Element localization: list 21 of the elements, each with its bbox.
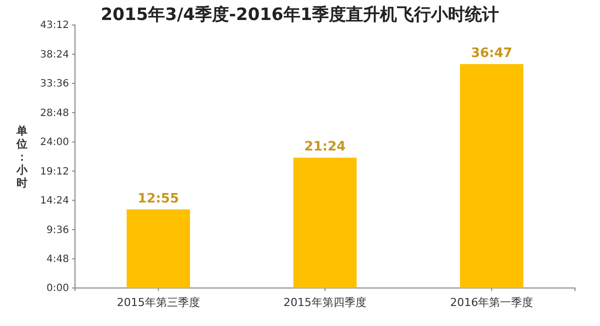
x-tick-label: 2015年第三季度 bbox=[116, 296, 200, 310]
y-tick-label: 0:00 bbox=[46, 283, 69, 294]
data-label: 36:47 bbox=[470, 46, 512, 62]
y-tick-label: 9:36 bbox=[46, 224, 69, 236]
y-tick-label: 19:12 bbox=[40, 166, 69, 178]
data-label: 12:55 bbox=[138, 191, 180, 206]
y-tick-label: 24:00 bbox=[40, 137, 69, 148]
bar bbox=[460, 64, 524, 288]
data-label: 21:24 bbox=[304, 140, 346, 155]
y-tick-label: 28:48 bbox=[40, 108, 69, 119]
y-axis-title: 单位：小时 bbox=[16, 124, 28, 190]
y-tick-label: 4:48 bbox=[46, 254, 69, 265]
x-tick-label: 2015年第四季度 bbox=[284, 296, 366, 310]
chart-title: 2015年3/4季度-2016年1季度直升机飞行小时统计 bbox=[100, 5, 500, 25]
bar bbox=[293, 158, 357, 288]
y-tick-label: 14:24 bbox=[40, 196, 69, 207]
y-tick-label: 38:24 bbox=[40, 49, 69, 60]
bar bbox=[126, 209, 190, 288]
y-tick-label: 33:36 bbox=[40, 78, 69, 90]
y-tick-label: 43:12 bbox=[40, 20, 69, 32]
x-tick-label: 2016年第一季度 bbox=[450, 296, 534, 310]
